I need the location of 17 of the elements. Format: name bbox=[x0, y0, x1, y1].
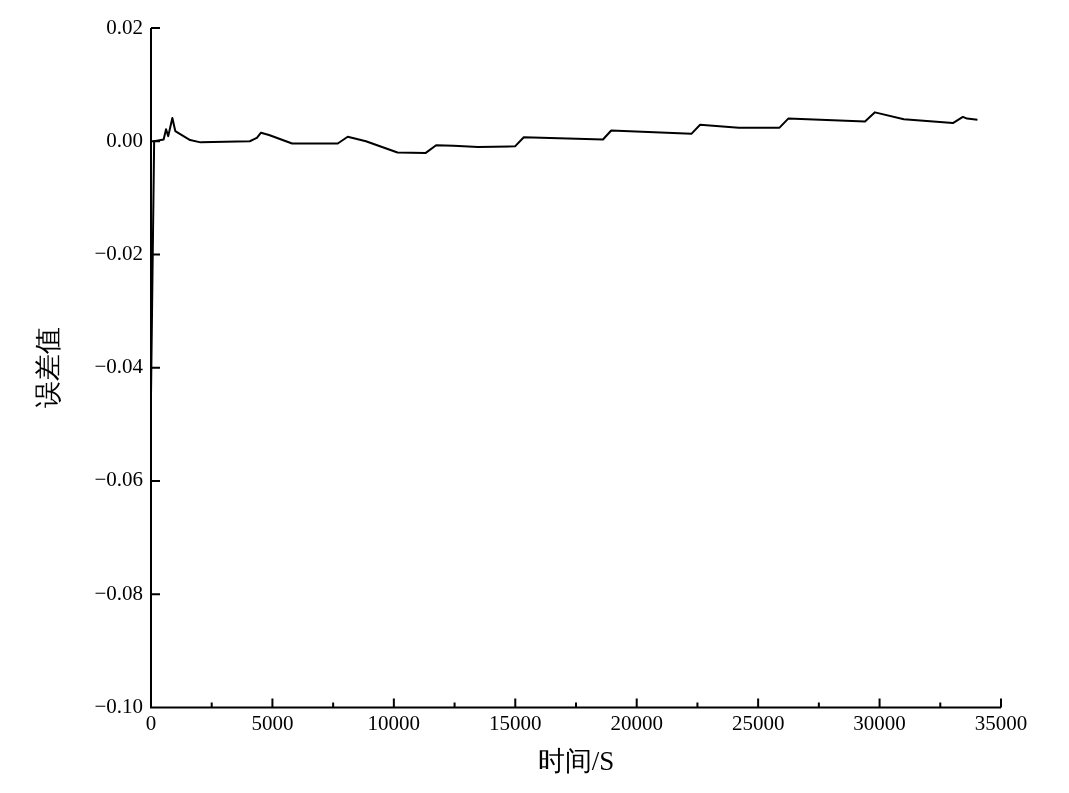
x-tick-label: 15000 bbox=[489, 710, 542, 735]
y-tick-label: 0.02 bbox=[106, 14, 143, 39]
x-tick-label: 20000 bbox=[610, 710, 663, 735]
x-tick-label: 35000 bbox=[974, 710, 1028, 735]
y-tick-label: −0.04 bbox=[94, 354, 144, 379]
x-tick-label: 0 bbox=[145, 710, 157, 735]
x-tick-label: 25000 bbox=[731, 710, 785, 735]
x-tick-label: 10000 bbox=[367, 710, 421, 735]
y-tick-label: −0.06 bbox=[94, 467, 143, 492]
x-tick-label: 30000 bbox=[853, 710, 906, 735]
y-axis-title: 误差值 bbox=[33, 327, 64, 409]
x-axis-title: 时间/S bbox=[537, 745, 615, 776]
y-tick-label: −0.02 bbox=[94, 240, 143, 265]
x-tick-label: 5000 bbox=[251, 710, 294, 735]
y-tick-label: 0.00 bbox=[106, 127, 143, 152]
y-tick-label: −0.08 bbox=[94, 580, 143, 605]
y-tick-label: −0.10 bbox=[94, 693, 143, 718]
